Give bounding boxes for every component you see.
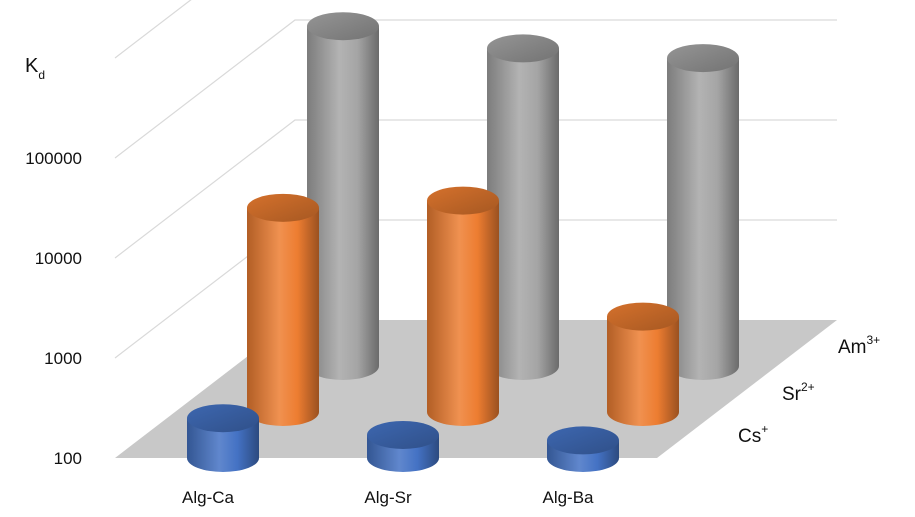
y-axis-label-sub: d bbox=[38, 68, 45, 82]
bar-top bbox=[607, 302, 679, 331]
bar-cs-alg-sr bbox=[367, 420, 439, 472]
series-label-cs: Cs+ bbox=[738, 422, 768, 447]
bar-top bbox=[547, 426, 619, 455]
y-tick-label: 100 bbox=[54, 449, 82, 468]
bar-am-alg-ca bbox=[307, 12, 379, 381]
bar-sr-alg-ba bbox=[607, 302, 679, 426]
bar-am-alg-sr bbox=[487, 34, 559, 381]
gridline bbox=[114, 119, 837, 259]
bar-top bbox=[367, 420, 439, 449]
bar-cs-alg-ba bbox=[547, 426, 619, 472]
bar-body bbox=[667, 58, 739, 380]
bar-body bbox=[607, 316, 679, 426]
series-labels: Cs+ Sr2+ Am3+ bbox=[738, 333, 880, 447]
category-label: Alg-Ca bbox=[182, 488, 235, 507]
bar-body bbox=[247, 207, 319, 426]
y-tick-label: 100000 bbox=[25, 149, 82, 168]
gridline bbox=[114, 0, 192, 59]
bar-body bbox=[307, 26, 379, 381]
bar-sr-alg-sr bbox=[427, 186, 499, 426]
y-tick-labels: 100 1000 10000 100000 bbox=[25, 149, 82, 468]
bar-top bbox=[307, 12, 379, 41]
y-tick-label: 10000 bbox=[35, 249, 82, 268]
category-label: Alg-Sr bbox=[364, 488, 412, 507]
series-label-am: Am3+ bbox=[838, 333, 880, 358]
category-labels: Alg-Ca Alg-Sr Alg-Ba bbox=[182, 488, 594, 507]
bar-am-alg-ba bbox=[667, 44, 739, 380]
bar-body bbox=[187, 418, 259, 472]
bar-body bbox=[487, 48, 559, 381]
category-label: Alg-Ba bbox=[542, 488, 594, 507]
bar-cs-alg-ca bbox=[187, 404, 259, 472]
bar-top bbox=[247, 193, 319, 222]
y-axis-label-main: K bbox=[25, 55, 39, 77]
bar-top bbox=[427, 186, 499, 215]
bar-top bbox=[667, 44, 739, 73]
y-tick-label: 1000 bbox=[44, 349, 82, 368]
series-label-sr: Sr2+ bbox=[782, 380, 815, 405]
gridline bbox=[114, 19, 837, 159]
bar-sr-alg-ca bbox=[247, 193, 319, 426]
y-axis-label: Kd bbox=[25, 55, 45, 82]
bar-top bbox=[187, 404, 259, 433]
bar-top bbox=[487, 34, 559, 63]
cylinder-bars bbox=[187, 12, 739, 472]
bar-body bbox=[427, 200, 499, 426]
